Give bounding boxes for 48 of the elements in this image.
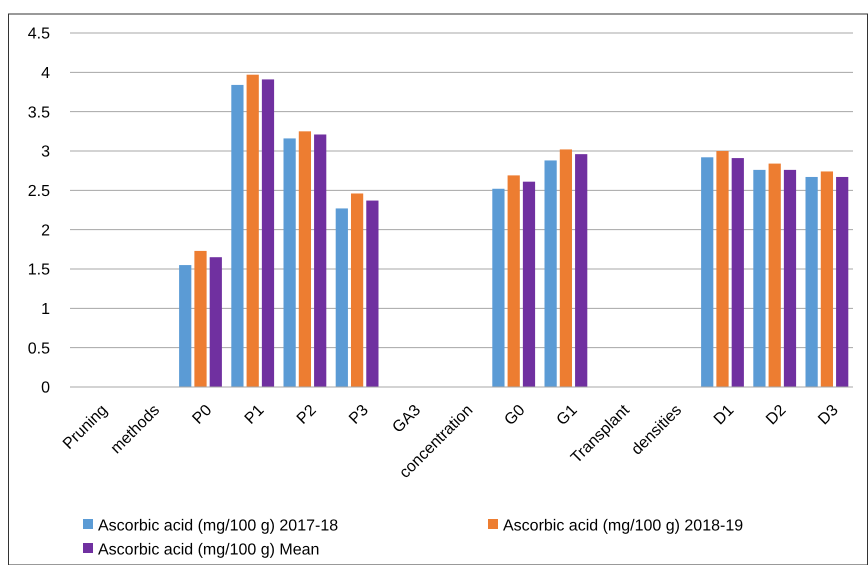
- y-tick-label: 0.5: [28, 340, 50, 358]
- bar: [753, 170, 766, 387]
- x-tick-label: P1: [242, 402, 268, 428]
- bar: [179, 265, 192, 387]
- bar: [768, 164, 781, 387]
- y-tick-label: 3.5: [28, 104, 50, 122]
- bar: [544, 160, 557, 387]
- y-tick-label: 2.5: [28, 182, 50, 200]
- y-tick-label: 0: [41, 380, 50, 397]
- x-tick-label: G0: [501, 402, 529, 429]
- bar: [366, 200, 378, 387]
- x-tick-label: P0: [189, 402, 216, 428]
- x-tick-label: D2: [763, 402, 790, 428]
- bar: [732, 158, 744, 387]
- bar: [492, 188, 505, 387]
- bar: [231, 84, 244, 387]
- y-tick-label: 4: [41, 64, 50, 82]
- y-tick-label: 4.5: [28, 26, 50, 43]
- bar: [701, 157, 714, 387]
- bar: [298, 131, 312, 387]
- bar: [784, 170, 796, 387]
- bar: [314, 134, 326, 387]
- bar: [522, 182, 536, 387]
- y-tick-label: 1.5: [28, 262, 50, 279]
- bar: [820, 171, 834, 387]
- bar: [336, 208, 348, 387]
- bar: [836, 176, 848, 387]
- y-tick-label: 3: [41, 144, 50, 161]
- bar: [246, 74, 259, 387]
- x-tick-label: D3: [815, 402, 842, 428]
- bar: [262, 79, 274, 387]
- x-tick-label: P2: [294, 402, 320, 428]
- bar: [284, 138, 296, 387]
- legend-label: Ascorbic acid (mg/100 g) 2017-18: [98, 518, 338, 535]
- bar: [508, 175, 520, 387]
- bar: [210, 257, 222, 387]
- y-tick-label: 1: [41, 300, 50, 318]
- y-tick-label: 2: [41, 222, 50, 240]
- x-tick-label: D1: [710, 402, 738, 428]
- x-tick-label: P3: [346, 402, 372, 428]
- legend-label: Ascorbic acid (mg/100 g) 2018-19: [503, 518, 744, 535]
- bar: [806, 176, 818, 387]
- bar: [194, 250, 207, 387]
- bar: [350, 193, 364, 387]
- bar: [716, 151, 729, 387]
- bar: [560, 149, 572, 387]
- legend-label: Ascorbic acid (mg/100 g) Mean: [98, 542, 320, 559]
- bar: [575, 154, 588, 387]
